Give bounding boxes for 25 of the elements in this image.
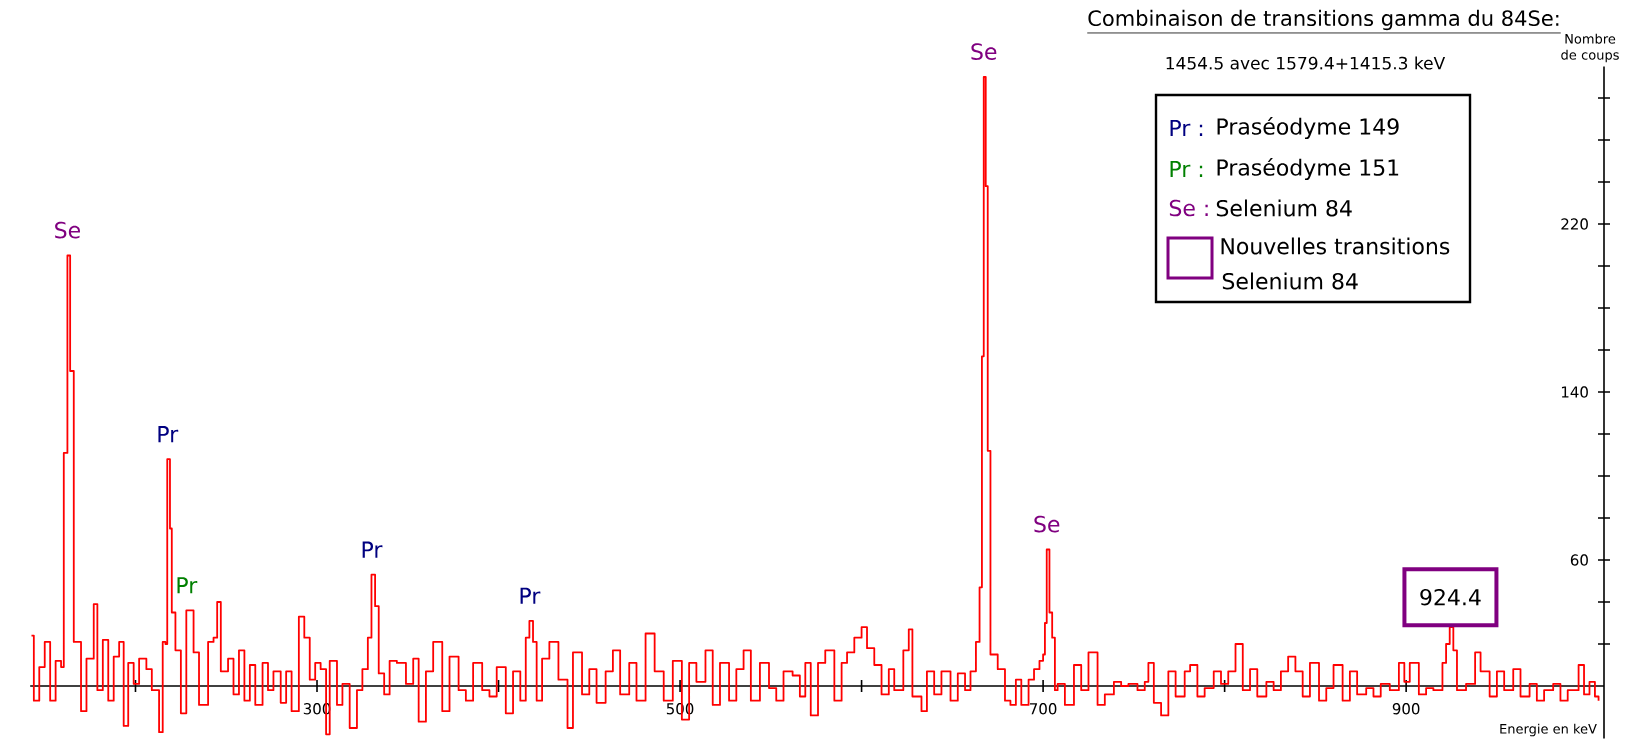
chart-subtitle: 1454.5 avec 1579.4+1415.3 keV [1166, 56, 1446, 70]
annotation: Praséodyme 149 [1217, 116, 1399, 140]
annotation: 924.4 [1420, 588, 1481, 606]
y-tick-label: 140 [1561, 386, 1588, 398]
annotation: Praséodyme 151 [1217, 157, 1399, 181]
chart-title: Combinaison de transitions gamma du 84Se: [1088, 9, 1559, 31]
annotation: Selenium 84 [1222, 272, 1358, 290]
annotation: Pr : [1170, 119, 1203, 137]
annotation: Nouvelles transitions [1221, 237, 1450, 255]
annotation: Se [971, 43, 997, 60]
annotation: Selenium 84 [1216, 199, 1352, 217]
annotation: Se [1034, 515, 1060, 533]
x-axis-title: Energie en keV [1500, 723, 1597, 737]
annotation: Se [55, 221, 80, 239]
annotation: Pr : [1170, 160, 1203, 178]
annotation: Pr [362, 541, 383, 558]
y-tick-label: 220 [1561, 218, 1588, 230]
annotation: Pr [520, 587, 541, 604]
annotation: Se : [1169, 199, 1208, 217]
y-tick-label: 60 [1570, 554, 1588, 566]
y-axis-title: Nombre de coups [1561, 33, 1619, 63]
annotation: Pr [158, 426, 179, 443]
x-tick-label: 700 [1030, 703, 1057, 715]
x-tick-label: 900 [1392, 703, 1420, 715]
annotation: Pr [177, 577, 198, 594]
